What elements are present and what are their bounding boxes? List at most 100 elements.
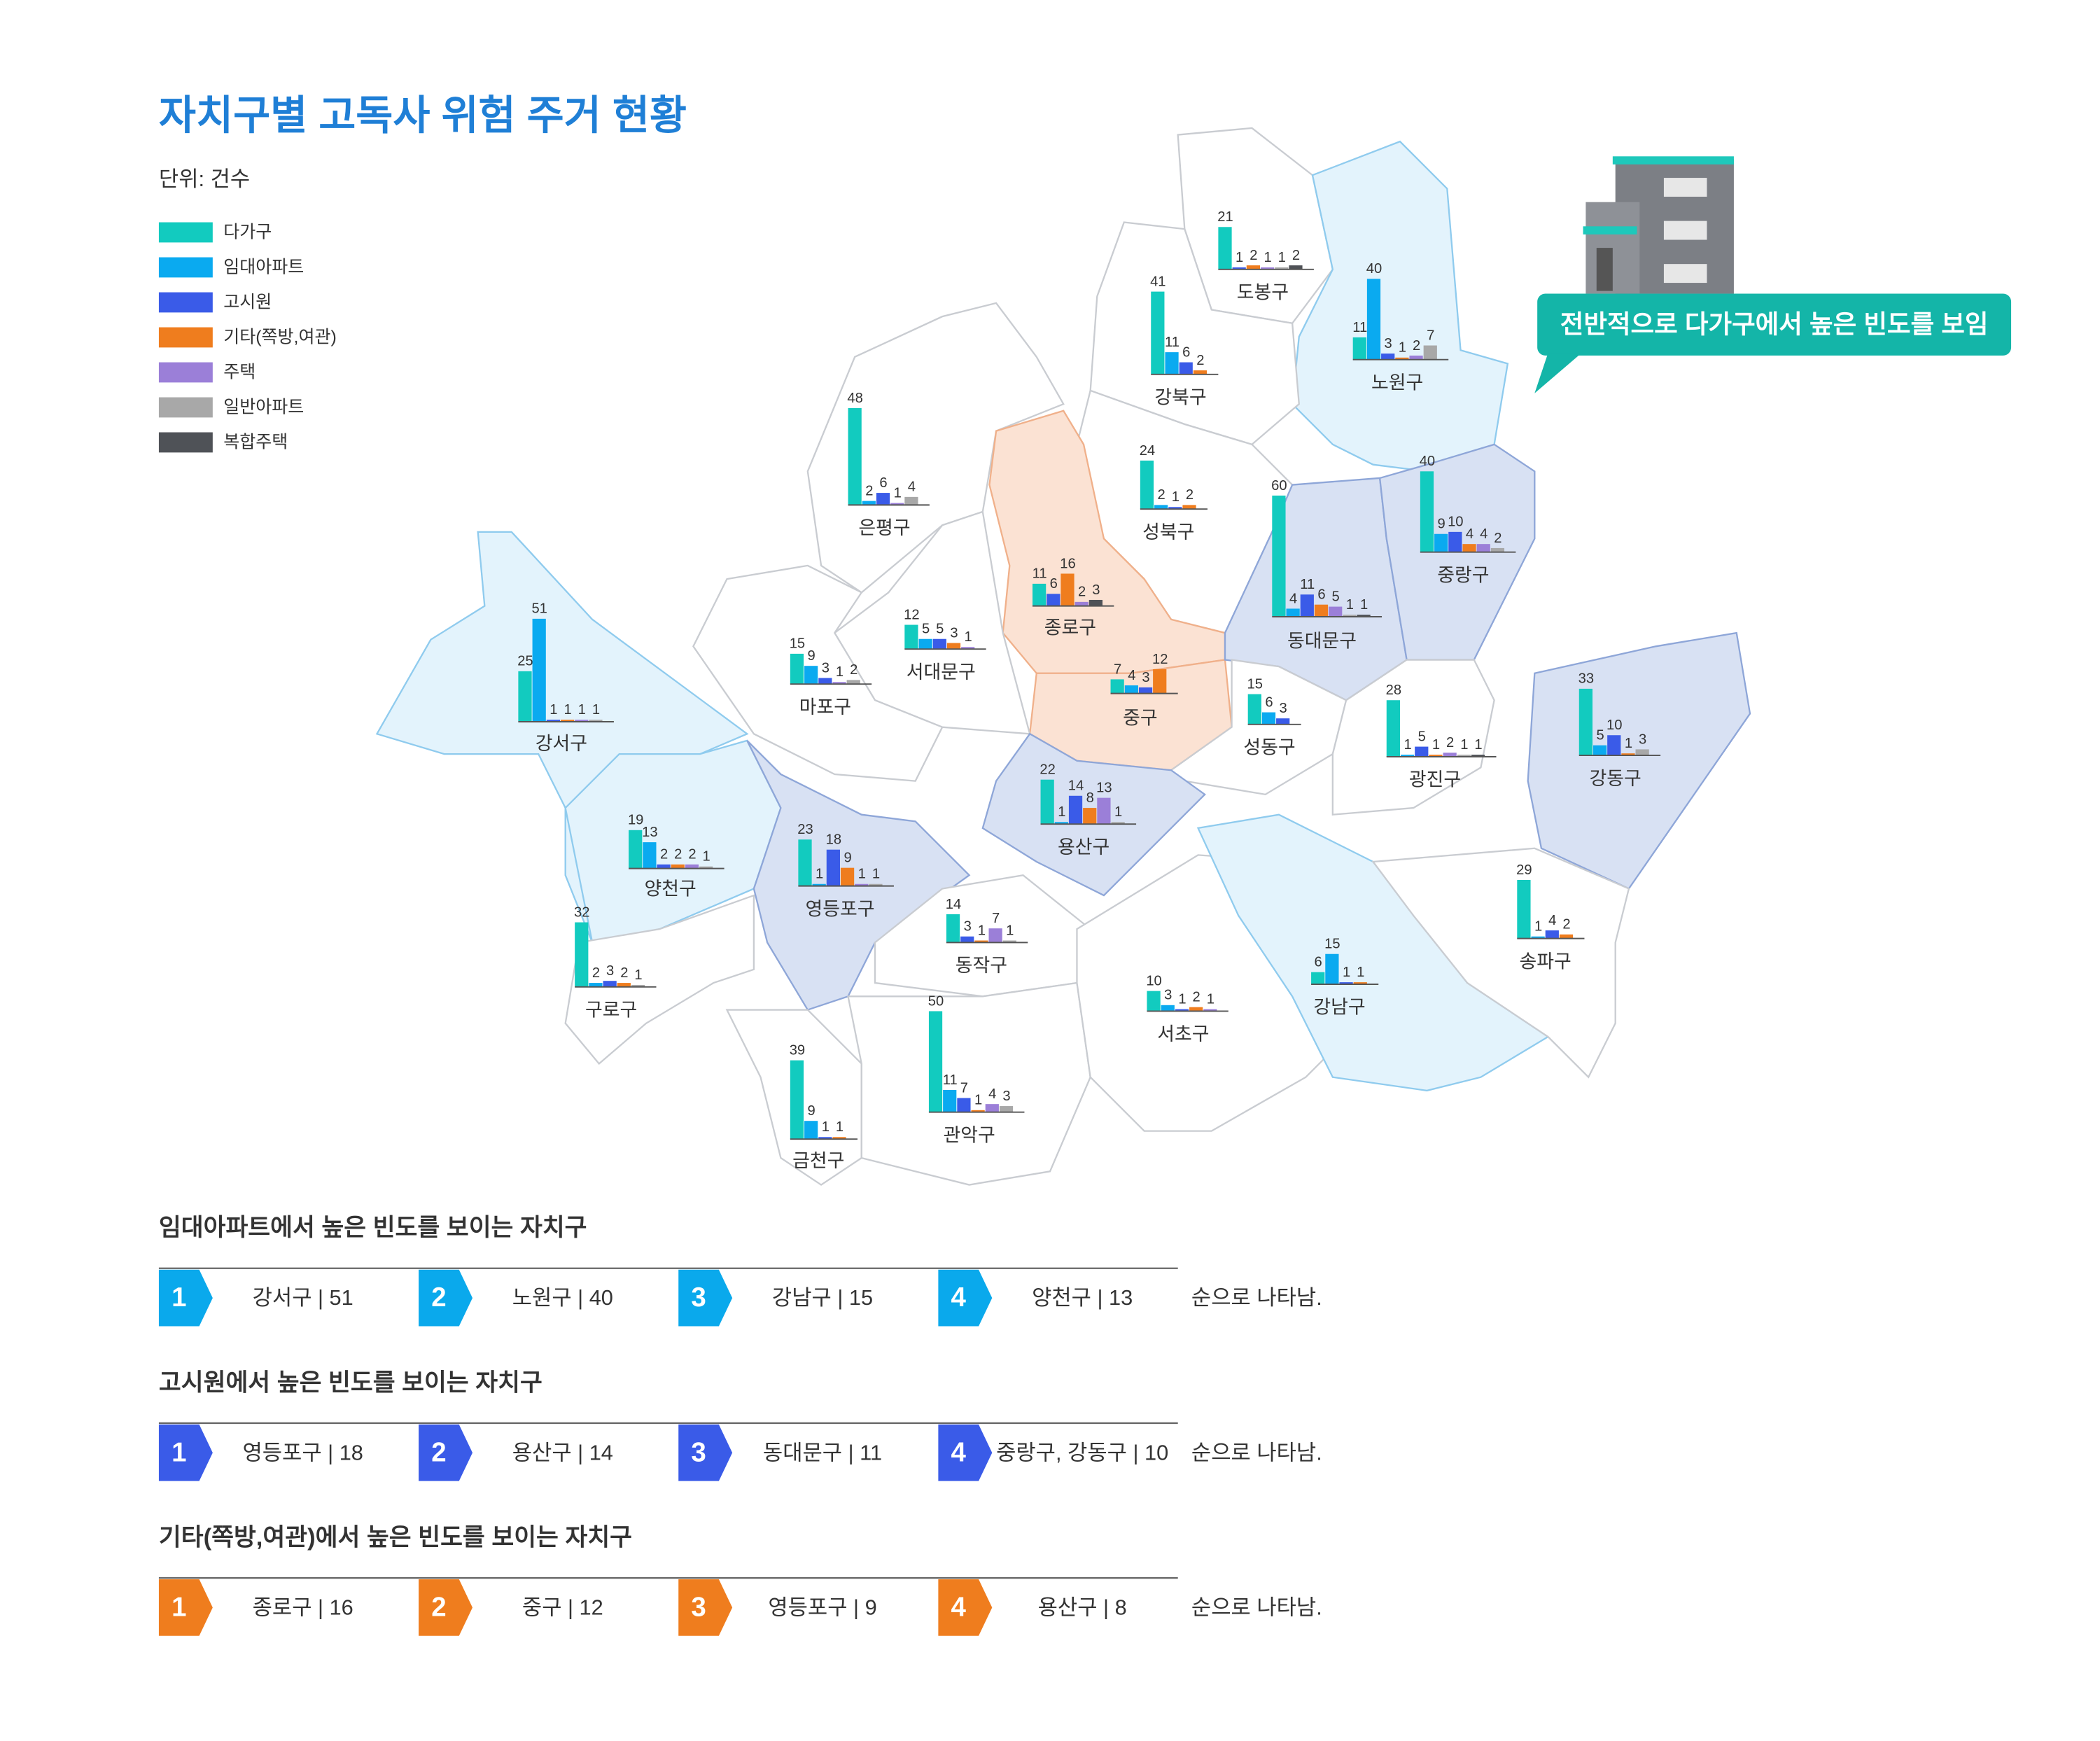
rank-label: 강남구 | 15 bbox=[772, 1285, 873, 1310]
district-name: 강동구 bbox=[1590, 768, 1642, 789]
value-label: 25 bbox=[517, 654, 533, 669]
legend-label: 고시원 bbox=[223, 293, 272, 312]
district-name: 마포구 bbox=[799, 697, 851, 718]
rank-label: 영등포구 | 18 bbox=[242, 1440, 363, 1464]
bar bbox=[985, 1104, 999, 1112]
value-label: 28 bbox=[1386, 683, 1401, 698]
rank-label: 중구 | 12 bbox=[522, 1595, 603, 1619]
legend-label: 복합주택 bbox=[223, 433, 288, 452]
value-label: 1 bbox=[974, 1093, 982, 1108]
district-shape bbox=[1291, 140, 1509, 473]
legend-swatch bbox=[158, 257, 213, 278]
bar bbox=[812, 883, 826, 886]
ranking-title: 임대아파트에서 높은 빈도를 보이는 자치구 bbox=[159, 1215, 587, 1241]
bar bbox=[560, 720, 575, 722]
value-label: 1 bbox=[894, 485, 902, 501]
rank-label: 노원구 | 40 bbox=[512, 1285, 613, 1310]
value-label: 1 bbox=[1474, 737, 1482, 753]
bar bbox=[685, 864, 699, 869]
bar bbox=[1415, 746, 1429, 757]
district-name: 송파구 bbox=[1520, 951, 1572, 972]
value-label: 50 bbox=[928, 993, 944, 1009]
rank-number: 4 bbox=[951, 1437, 967, 1467]
value-label: 1 bbox=[1534, 919, 1542, 935]
bar bbox=[589, 720, 603, 722]
value-label: 14 bbox=[946, 897, 961, 912]
bar bbox=[946, 643, 961, 650]
callout-box bbox=[1537, 293, 2012, 356]
district-shape bbox=[1331, 659, 1495, 816]
value-label: 2 bbox=[1413, 338, 1420, 354]
ranking-title: 고시원에서 높은 빈도를 보이는 자치구 bbox=[159, 1369, 542, 1396]
rank-badge bbox=[419, 1269, 472, 1327]
bar bbox=[1088, 599, 1102, 606]
bar bbox=[671, 864, 685, 869]
value-label: 9 bbox=[844, 851, 851, 866]
district-name: 양천구 bbox=[645, 878, 696, 899]
bar bbox=[790, 653, 804, 685]
district-name: 동작구 bbox=[955, 955, 1007, 976]
bar bbox=[943, 1089, 957, 1112]
district-name: 노원구 bbox=[1371, 372, 1423, 393]
value-label: 32 bbox=[574, 904, 589, 920]
bar bbox=[1218, 227, 1232, 270]
bar bbox=[1423, 345, 1437, 360]
bar bbox=[518, 671, 532, 722]
building-roof bbox=[1612, 156, 1734, 165]
callout-tail bbox=[1534, 353, 1582, 393]
value-label: 2 bbox=[1250, 248, 1257, 263]
value-label: 6 bbox=[1265, 694, 1273, 710]
bar bbox=[1060, 573, 1074, 606]
value-label: 2 bbox=[660, 847, 668, 862]
value-label: 13 bbox=[1096, 781, 1112, 796]
value-label: 3 bbox=[1002, 1089, 1010, 1104]
legend-label: 일반아파트 bbox=[223, 398, 304, 417]
bar bbox=[1154, 505, 1168, 510]
bar bbox=[1621, 753, 1635, 756]
value-label: 3 bbox=[1142, 670, 1149, 685]
mini-chart: 11 40 3 1 27 노원구 bbox=[1352, 261, 1449, 393]
value-label: 39 bbox=[790, 1043, 805, 1058]
bar bbox=[1193, 370, 1208, 375]
map bbox=[375, 127, 1751, 1186]
value-label: 40 bbox=[1420, 454, 1435, 469]
rank-badge bbox=[678, 1579, 733, 1636]
bar bbox=[1261, 712, 1276, 725]
bar bbox=[960, 936, 974, 943]
value-label: 21 bbox=[1217, 209, 1233, 225]
bar bbox=[928, 1011, 943, 1112]
value-label: 3 bbox=[1164, 988, 1172, 1003]
bar bbox=[1635, 749, 1649, 756]
district-shape bbox=[847, 981, 1091, 1186]
bar bbox=[804, 1121, 818, 1140]
bar bbox=[1420, 471, 1434, 552]
window bbox=[1663, 264, 1707, 284]
value-label: 23 bbox=[797, 822, 813, 837]
bar bbox=[1395, 357, 1409, 360]
value-label: 41 bbox=[1150, 274, 1166, 289]
rank-badge bbox=[158, 1269, 213, 1327]
value-label: 1 bbox=[1404, 737, 1411, 753]
bar bbox=[603, 981, 617, 987]
value-label: 2 bbox=[592, 965, 600, 981]
district-name: 영등포구 bbox=[805, 898, 874, 919]
value-label: 9 bbox=[1438, 517, 1446, 532]
bar bbox=[629, 830, 643, 869]
bar bbox=[1272, 495, 1286, 617]
bar bbox=[1083, 808, 1097, 825]
rank-label: 중랑구, 강동구 | 10 bbox=[996, 1440, 1168, 1464]
bar bbox=[1275, 267, 1289, 270]
legend-label: 주택 bbox=[223, 363, 255, 382]
value-label: 6 bbox=[1317, 587, 1325, 603]
bar bbox=[631, 984, 645, 987]
value-label: 3 bbox=[1639, 732, 1646, 747]
rank-badge bbox=[158, 1579, 213, 1636]
district-name: 강남구 bbox=[1313, 997, 1365, 1018]
rank-label: 양천구 | 13 bbox=[1032, 1285, 1133, 1310]
bar bbox=[1040, 779, 1054, 825]
value-label: 12 bbox=[1152, 652, 1168, 667]
bar bbox=[1429, 755, 1443, 757]
